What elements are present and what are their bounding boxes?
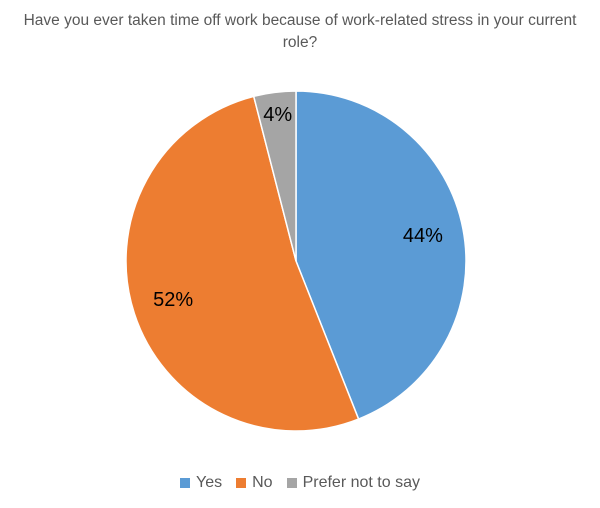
legend-swatch <box>286 478 297 488</box>
legend-item: Yes <box>180 474 222 492</box>
legend-label: Yes <box>196 474 223 491</box>
pie-slice <box>252 90 297 262</box>
legend: Yes No Prefer not to say <box>0 474 600 492</box>
pie-slice <box>125 95 360 432</box>
legend-label: Prefer not to say <box>302 474 420 491</box>
pie-slice <box>295 90 467 421</box>
data-label: 44% <box>403 225 443 247</box>
legend-label: No <box>252 474 273 491</box>
legend-swatch <box>236 478 247 488</box>
chart-title: Have you ever taken time off work becaus… <box>23 12 577 51</box>
legend-item: No <box>236 474 273 492</box>
data-label: 52% <box>153 289 193 311</box>
legend-swatch <box>180 478 191 488</box>
data-label: 4% <box>263 104 292 126</box>
legend-item: Prefer not to say <box>286 474 420 492</box>
